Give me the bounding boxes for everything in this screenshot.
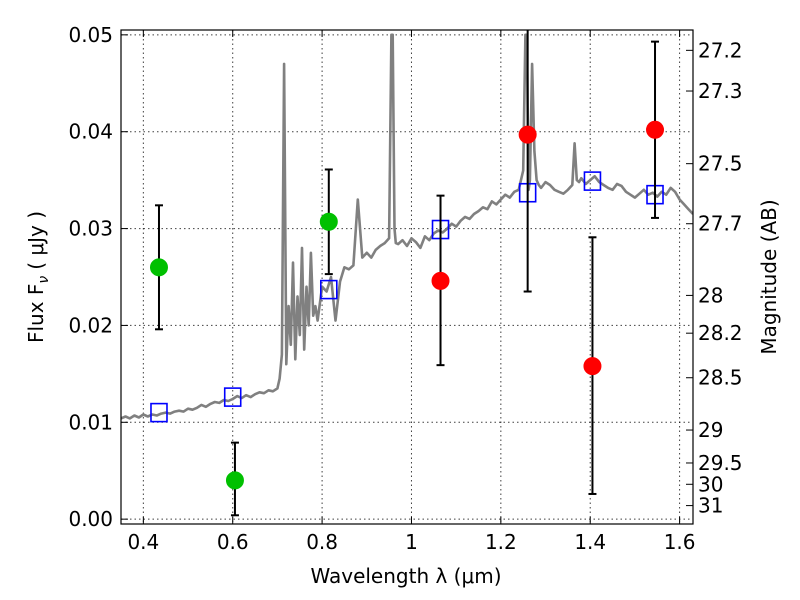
x-tick-label-1: 0.6 [217, 530, 249, 554]
plot-area [121, 30, 693, 517]
y2-tick-label-10: 31 [698, 494, 723, 518]
observed_green-point-1 [225, 471, 244, 490]
plot-frame [120, 29, 694, 525]
observed_red-point-1 [518, 125, 537, 144]
y-axis-label-subscript: ν [36, 276, 52, 284]
axes-frame [120, 29, 694, 525]
y2-tick-label-6: 28.5 [698, 366, 743, 390]
y-tick-label-5: 0.05 [68, 23, 113, 47]
x-tick-label-3: 1 [405, 530, 418, 554]
y2-tick-label-9: 30 [698, 472, 723, 496]
observed_red-point-0 [431, 271, 450, 290]
observed_red-point-3 [646, 120, 665, 139]
x-tick-label-5: 1.4 [574, 530, 606, 554]
x-tick-label-2: 0.8 [306, 530, 338, 554]
observed_green-point-0 [149, 258, 168, 277]
model-photometry-square-2 [319, 279, 338, 300]
model-photometry-square-1 [223, 387, 242, 407]
x-tick-label-4: 1.2 [485, 530, 517, 554]
y2-tick-label-0: 27.2 [698, 38, 743, 62]
y-tick-label-2: 0.02 [68, 313, 113, 337]
y-tick-label-0: 0.00 [68, 507, 113, 531]
model-spectrum-line [121, 33, 693, 420]
x-tick-label-0: 0.4 [127, 530, 159, 554]
y-tick-label-1: 0.01 [68, 410, 113, 434]
y2-tick-label-7: 29 [698, 418, 723, 442]
model-photometry-square-0 [150, 402, 168, 423]
x-axis-label: Wavelength λ (μm) [310, 564, 501, 588]
observed_red-point-2 [583, 357, 602, 376]
y2-tick-label-4: 28 [698, 283, 723, 307]
y2-tick-label-1: 27.3 [698, 79, 743, 103]
y2-tick-label-8: 29.5 [698, 451, 743, 475]
x-tick-label-6: 1.6 [664, 530, 696, 554]
y2-tick-label-2: 27.5 [698, 152, 743, 176]
y-axis-label-main: Flux F [24, 284, 48, 343]
y-tick-label-3: 0.03 [68, 217, 113, 241]
y-axis-label: Flux Fν ( μJy ) [24, 211, 52, 343]
y2-tick-label-5: 28.2 [698, 321, 743, 345]
y-axis-label-unit: ( μJy ) [24, 211, 48, 270]
observed_green-point-2 [319, 212, 338, 231]
y-tick-label-4: 0.04 [68, 120, 113, 144]
grid [121, 30, 693, 524]
axis-ticks: 0.4 0.6 0.8 1 1.2 1.4 1.6 0.00 0.01 0.02 0.03 0.04 0… [68, 23, 742, 554]
y2-tick-label-3: 27.7 [698, 212, 743, 236]
model-photometry-square-5 [583, 171, 602, 191]
y2-axis-label: Magnitude (AB) [757, 199, 781, 354]
